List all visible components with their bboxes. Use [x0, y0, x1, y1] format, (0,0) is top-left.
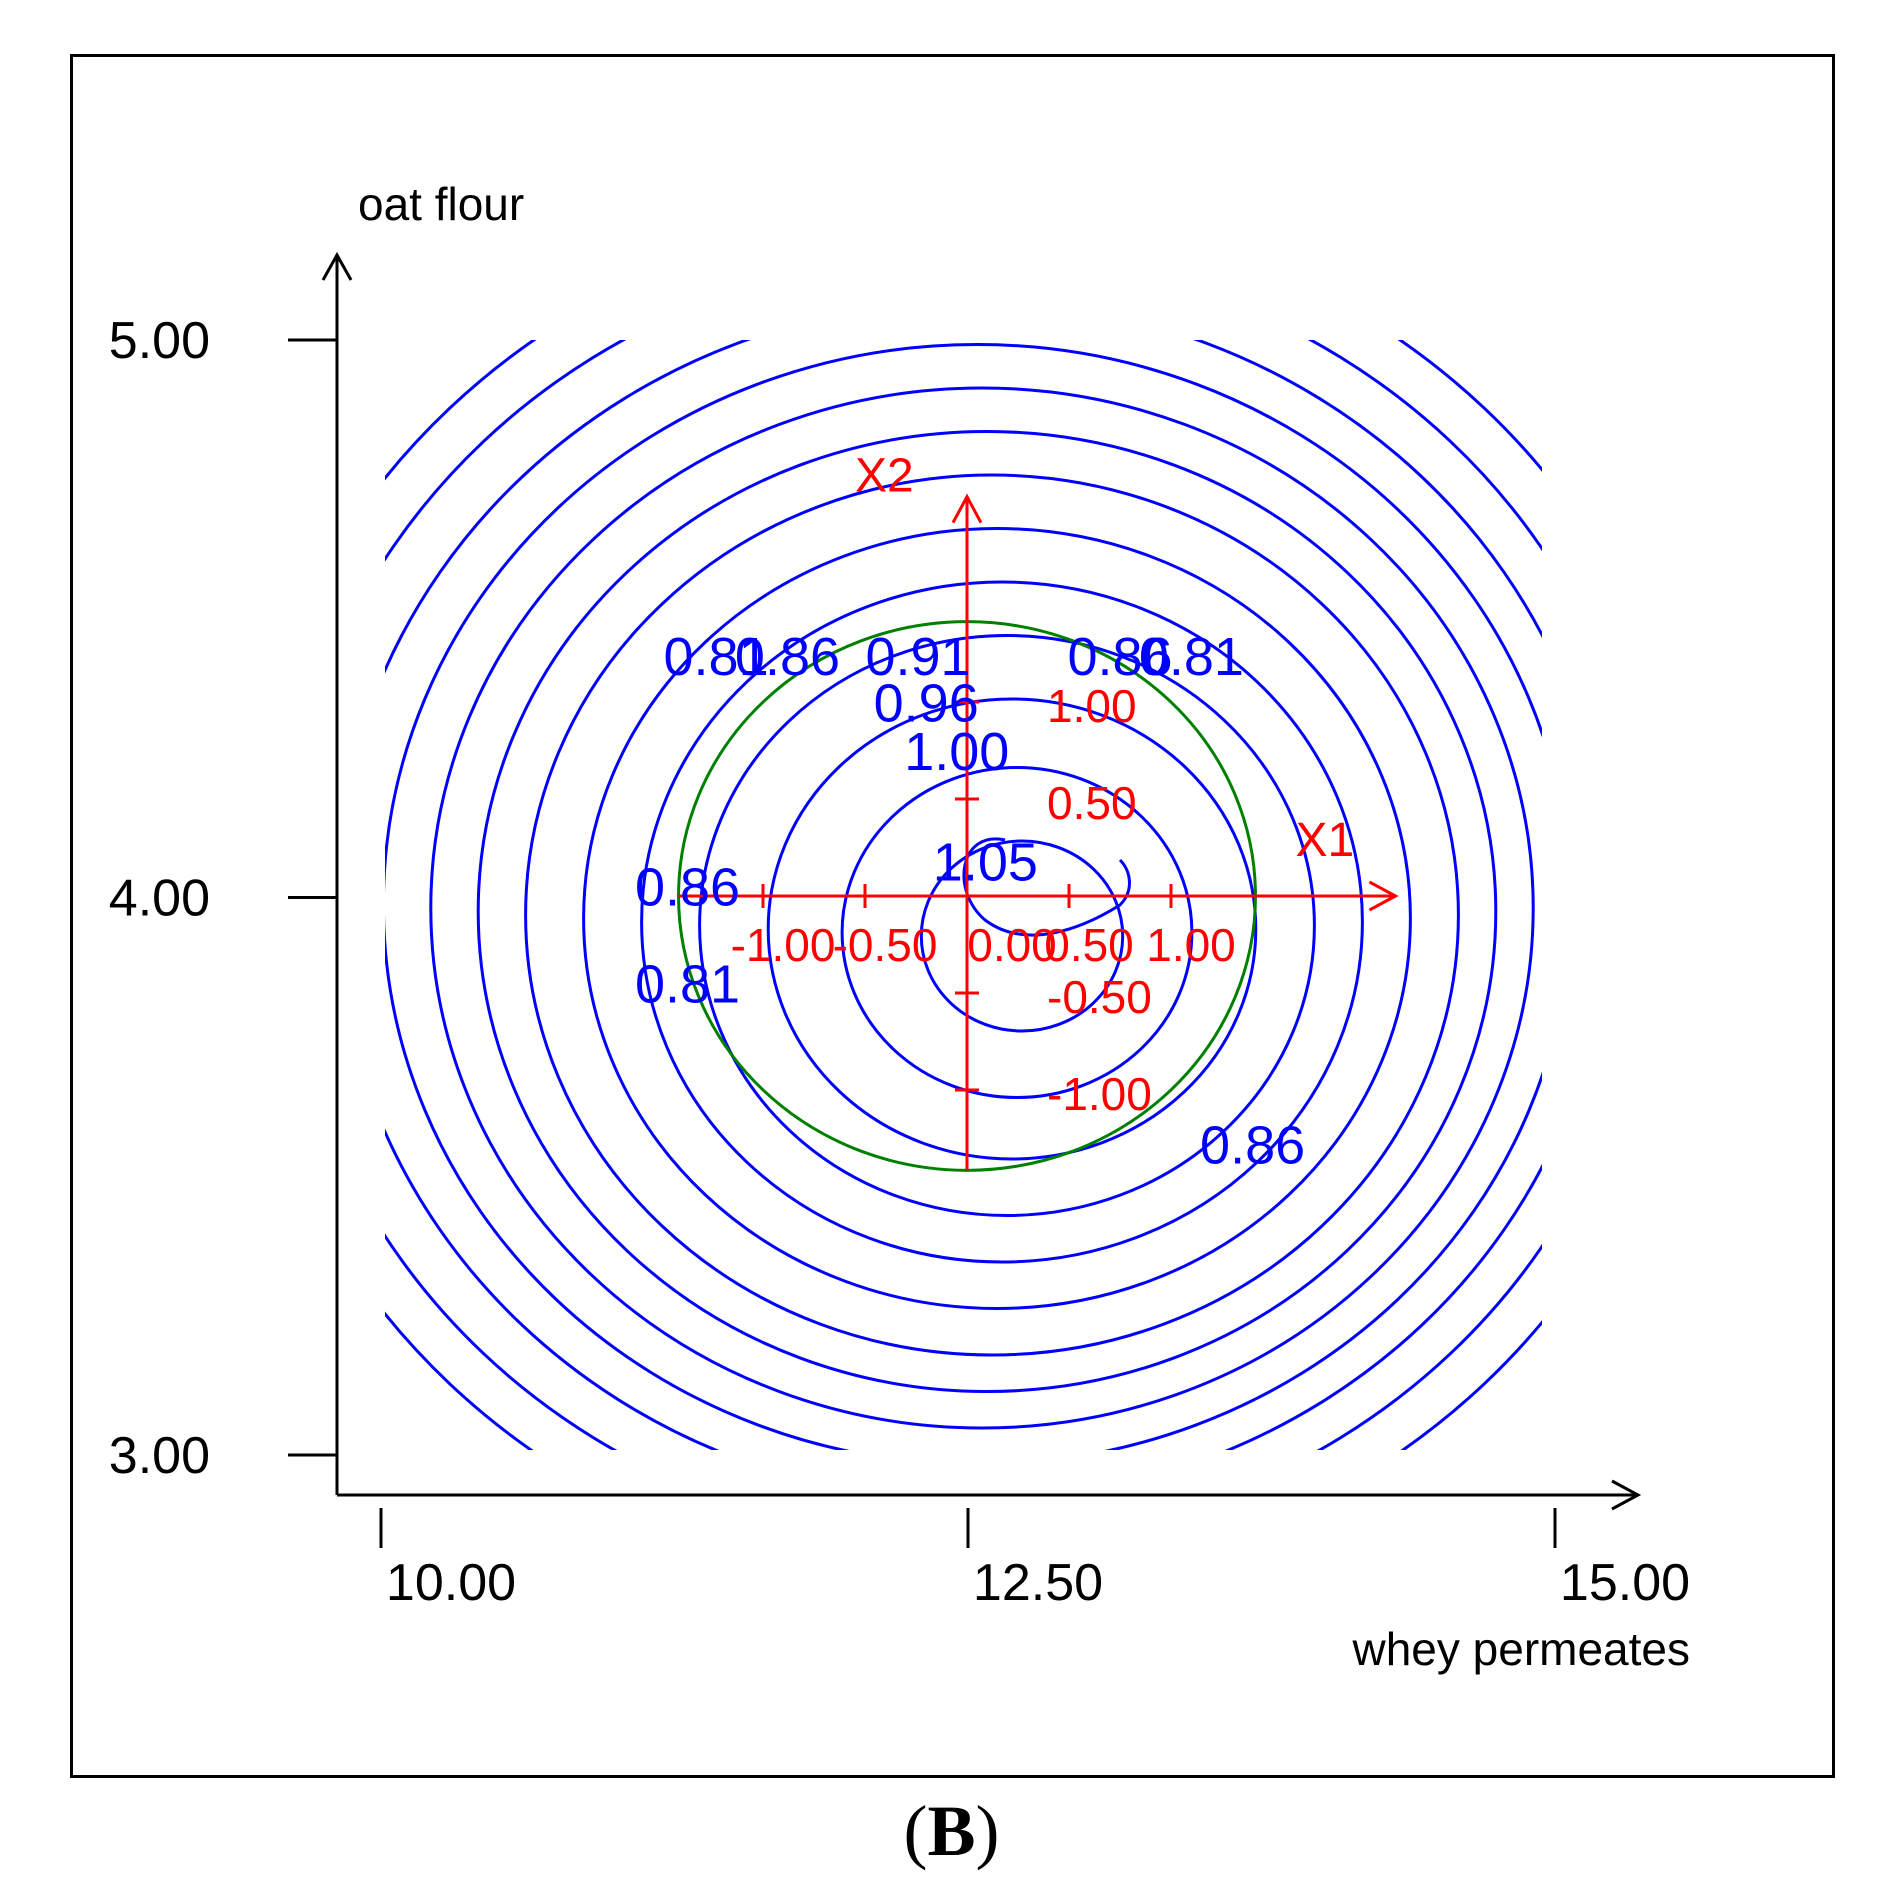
y-axis-arrowhead: [321, 251, 353, 281]
contour-label: 0.81: [635, 955, 740, 1015]
y-axis-title: oat flour: [358, 178, 524, 230]
x2-tick-label: 1.00: [1047, 680, 1137, 732]
contour-label: 0.91: [865, 627, 970, 687]
x2-axis-label: X2: [855, 450, 914, 503]
x1-tick-label: 0.50: [1044, 919, 1134, 971]
x2-axis-arrowhead: [951, 493, 983, 524]
contour-line: [766, 697, 1258, 1161]
figure-frame: [70, 54, 1835, 1778]
x1-axis-arrowhead: [1368, 880, 1399, 912]
contour-line: [429, 386, 1535, 1430]
contour-line: [919, 839, 1125, 1033]
x2-tick-label: 0.50: [1047, 777, 1137, 829]
contour-line: [385, 343, 1542, 1450]
y-tick-label: 4.00: [109, 870, 210, 928]
x2-tick-label: -1.00: [1047, 1068, 1152, 1120]
contour-line: [698, 634, 1316, 1217]
x1-axis-label: X1: [1295, 814, 1354, 867]
x-tick-label: 12.50: [973, 1554, 1103, 1612]
x1-tick-label: -0.50: [833, 919, 938, 971]
contour-label: 0.96: [874, 673, 979, 733]
panel-label: B: [927, 1791, 976, 1871]
x-axis-title: whey permeates: [1352, 1623, 1691, 1675]
contour-line: [476, 430, 1498, 1393]
x1-tick-label: 0.00: [967, 919, 1057, 971]
x1-tick-label: -1.00: [731, 919, 836, 971]
contour-line: [840, 766, 1194, 1099]
contour-line: [640, 580, 1364, 1264]
contour-label: 0.81: [1139, 627, 1244, 687]
contour-label: 0.86: [635, 858, 740, 918]
contour-label: 0.81: [664, 627, 769, 687]
contour-label: 1.00: [904, 722, 1009, 782]
x2-tick-label: -0.50: [1047, 971, 1152, 1023]
y-tick-label: 5.00: [109, 312, 210, 370]
x-tick-label: 15.00: [1560, 1554, 1690, 1612]
contour-label: 0.86: [735, 627, 840, 687]
panel-caption: (B): [903, 1791, 1000, 1871]
x-axis-arrowhead: [1611, 1479, 1642, 1511]
x1-tick-label: 1.00: [1146, 919, 1236, 971]
contour-label: 0.86: [1200, 1116, 1305, 1176]
contour-line: [582, 527, 1412, 1310]
contour-label: 1.05: [933, 832, 1038, 892]
x-tick-label: 10.00: [386, 1554, 516, 1612]
y-tick-label: 3.00: [109, 1427, 210, 1485]
contour-line: [524, 473, 1460, 1357]
contour-label: 0.86: [1067, 627, 1172, 687]
